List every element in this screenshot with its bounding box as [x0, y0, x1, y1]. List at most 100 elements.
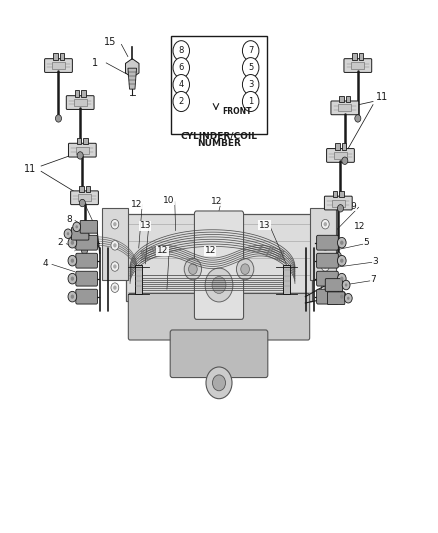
Bar [76, 147, 89, 154]
Bar [335, 143, 339, 150]
Bar [126, 214, 204, 301]
FancyBboxPatch shape [194, 211, 244, 319]
Polygon shape [128, 68, 137, 89]
Bar [171, 36, 267, 134]
Circle shape [113, 264, 117, 269]
Bar [352, 53, 357, 60]
Bar [83, 138, 88, 144]
Circle shape [324, 222, 327, 227]
Bar [75, 91, 79, 97]
FancyBboxPatch shape [128, 294, 310, 340]
Bar [81, 91, 86, 97]
Bar [346, 95, 350, 102]
Bar [310, 208, 336, 280]
Circle shape [321, 240, 329, 250]
Circle shape [337, 255, 346, 266]
Circle shape [111, 283, 119, 293]
FancyBboxPatch shape [317, 289, 338, 304]
Bar [342, 143, 346, 150]
Text: 13: 13 [139, 221, 151, 230]
Circle shape [242, 41, 259, 61]
Text: 3: 3 [372, 257, 378, 266]
Circle shape [68, 292, 77, 302]
Circle shape [71, 277, 74, 281]
Circle shape [321, 262, 329, 271]
FancyBboxPatch shape [317, 235, 338, 250]
FancyBboxPatch shape [170, 330, 268, 377]
FancyBboxPatch shape [66, 96, 94, 109]
Text: 8: 8 [67, 215, 72, 224]
Text: 4: 4 [42, 260, 48, 268]
Text: 5: 5 [364, 238, 369, 247]
FancyBboxPatch shape [317, 271, 338, 286]
Text: 12: 12 [157, 246, 168, 255]
Circle shape [68, 255, 77, 266]
Circle shape [113, 222, 117, 227]
Circle shape [68, 237, 77, 248]
Bar [102, 208, 128, 280]
Circle shape [173, 92, 190, 111]
Circle shape [173, 58, 190, 78]
Circle shape [79, 199, 85, 207]
Circle shape [242, 92, 259, 111]
Circle shape [173, 41, 190, 61]
Text: 1: 1 [248, 97, 253, 106]
Circle shape [75, 225, 78, 229]
Circle shape [68, 273, 77, 284]
Bar [78, 194, 91, 201]
FancyBboxPatch shape [317, 253, 338, 268]
Bar [359, 53, 364, 60]
Bar [74, 99, 87, 106]
Text: 2: 2 [179, 97, 184, 106]
Circle shape [237, 259, 254, 280]
Circle shape [184, 259, 201, 280]
Circle shape [71, 259, 74, 263]
Text: CYLINDER/COIL: CYLINDER/COIL [180, 132, 258, 141]
Circle shape [335, 252, 341, 260]
FancyBboxPatch shape [325, 279, 343, 292]
Text: 12: 12 [205, 246, 216, 255]
Text: 15: 15 [104, 37, 117, 47]
FancyBboxPatch shape [76, 253, 98, 268]
Circle shape [342, 280, 350, 290]
Circle shape [340, 277, 343, 281]
Bar [77, 138, 81, 144]
Circle shape [73, 222, 81, 232]
Circle shape [56, 115, 61, 122]
Circle shape [111, 220, 119, 229]
Circle shape [344, 294, 352, 303]
FancyBboxPatch shape [71, 228, 89, 240]
Circle shape [324, 243, 327, 247]
FancyBboxPatch shape [80, 221, 98, 233]
Circle shape [206, 367, 232, 399]
Text: 4: 4 [179, 80, 184, 89]
FancyBboxPatch shape [328, 292, 345, 304]
Circle shape [340, 295, 343, 299]
Text: 1: 1 [92, 58, 99, 68]
Circle shape [340, 240, 343, 245]
Circle shape [188, 264, 197, 274]
Circle shape [71, 240, 74, 245]
Circle shape [337, 292, 346, 302]
Bar [234, 214, 312, 301]
Circle shape [337, 237, 346, 248]
Circle shape [67, 232, 69, 235]
Circle shape [113, 286, 117, 290]
Circle shape [321, 220, 329, 229]
Bar [351, 62, 364, 69]
Circle shape [324, 264, 327, 269]
Bar [135, 265, 142, 294]
Bar [79, 185, 84, 192]
Text: 7: 7 [248, 46, 253, 55]
Circle shape [64, 229, 72, 238]
Bar [52, 62, 65, 69]
Text: 11: 11 [24, 164, 36, 174]
FancyBboxPatch shape [76, 271, 98, 286]
FancyBboxPatch shape [344, 59, 372, 72]
FancyBboxPatch shape [68, 143, 96, 157]
FancyBboxPatch shape [71, 191, 99, 205]
Bar [85, 185, 90, 192]
Circle shape [173, 75, 190, 95]
Bar [60, 53, 64, 60]
Text: 13: 13 [259, 221, 270, 230]
